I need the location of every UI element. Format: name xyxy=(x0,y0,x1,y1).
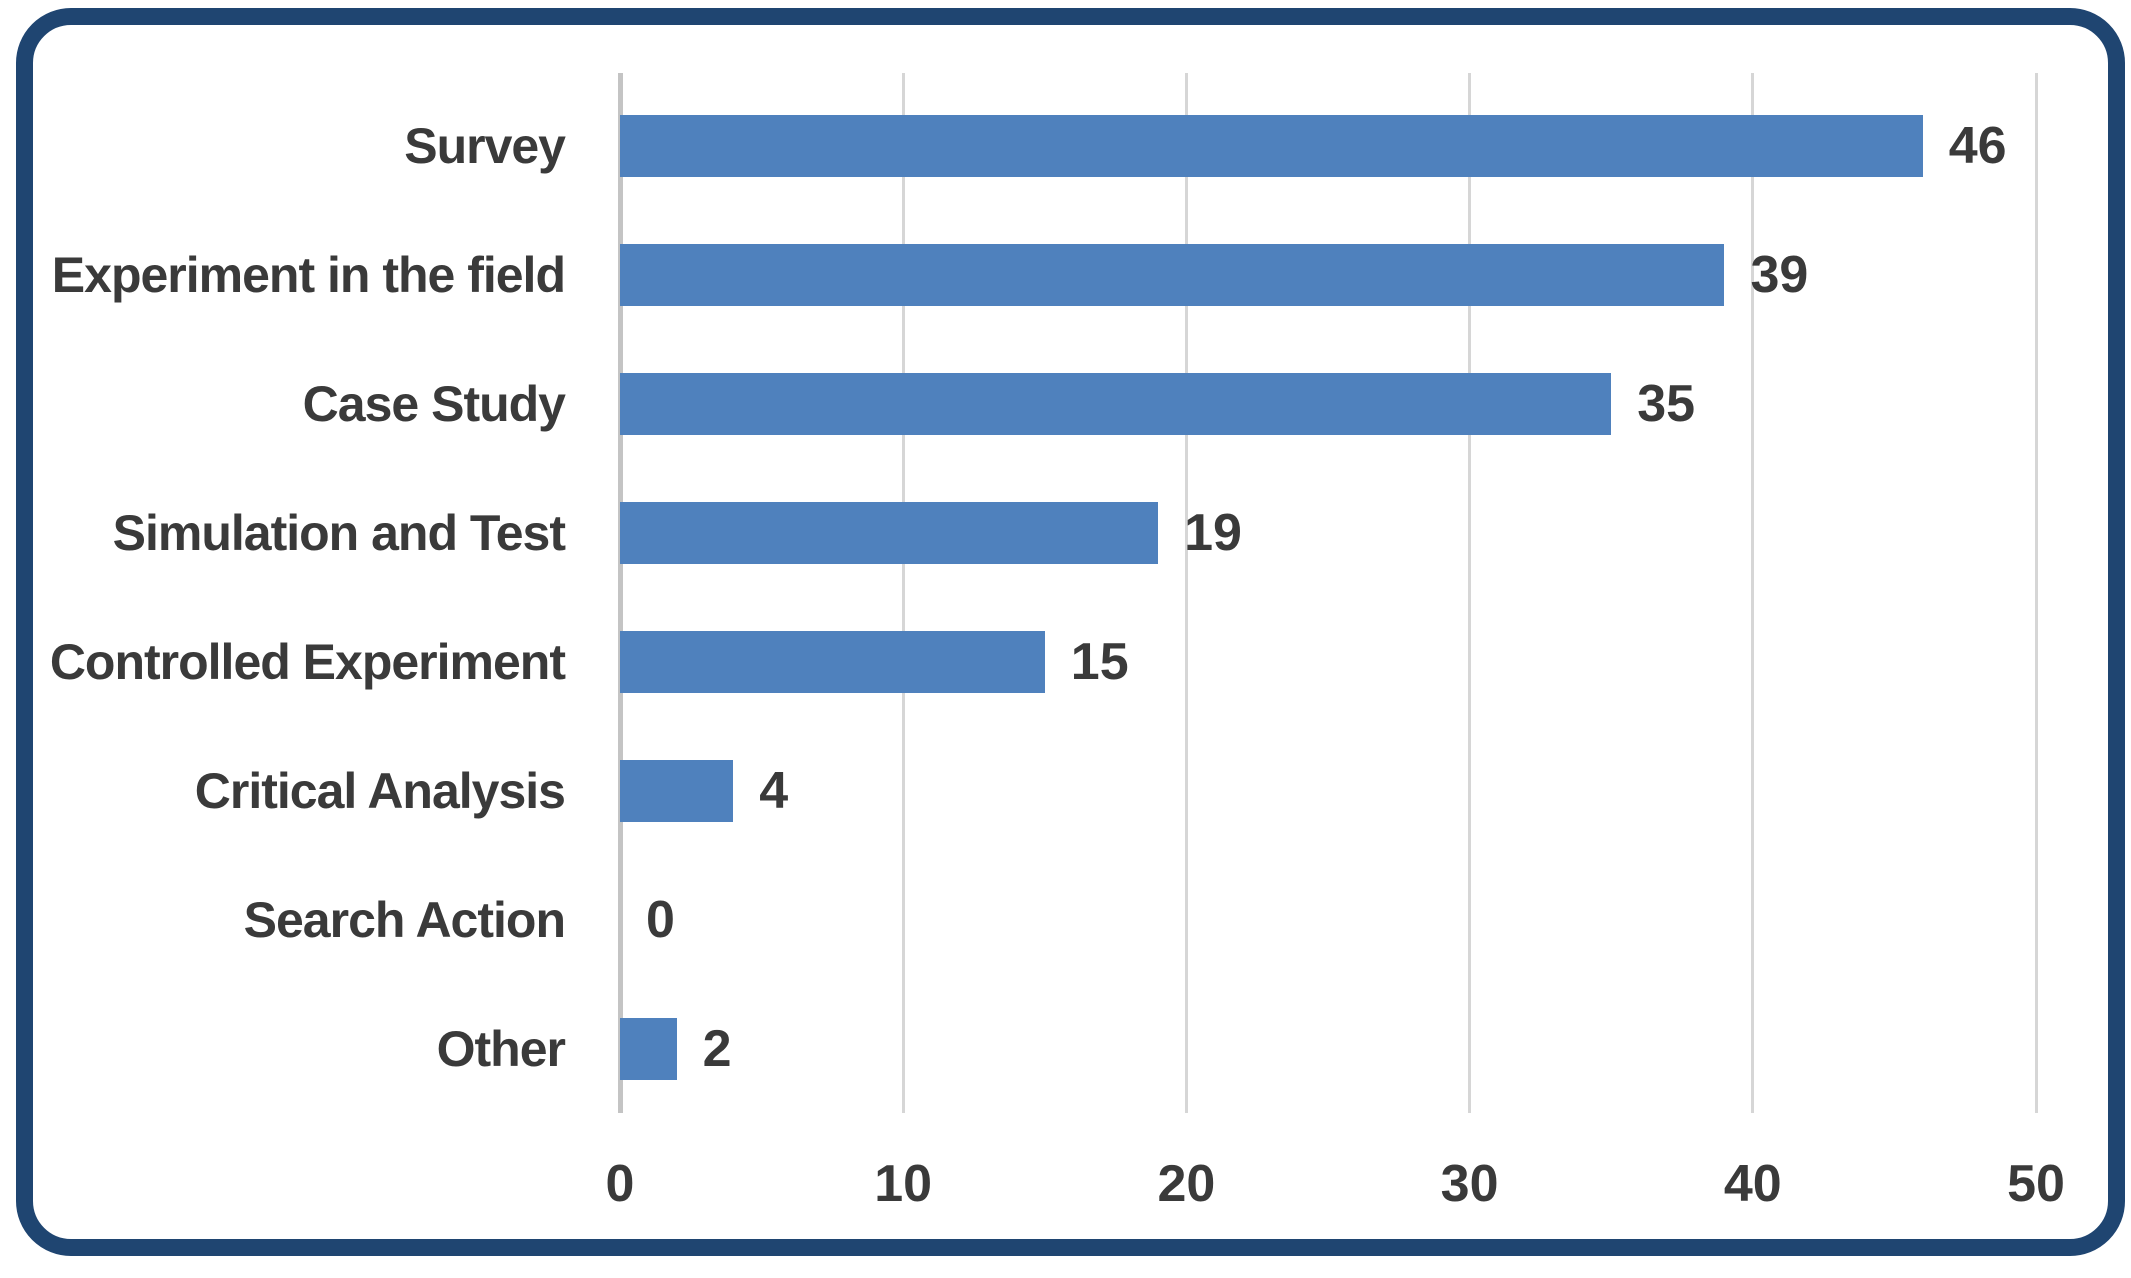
gridlines xyxy=(617,73,2038,1113)
x-tick-label: 20 xyxy=(1157,1155,1216,1213)
category-label: Case Study xyxy=(302,375,566,432)
gridline xyxy=(1184,73,1188,1113)
bar-row: 15 xyxy=(620,597,2036,726)
bar-value-label: 15 xyxy=(1070,632,1129,691)
bar-value-label: 35 xyxy=(1637,374,1696,433)
bar-row: 4 xyxy=(620,726,2036,855)
bar-row: 35 xyxy=(620,339,2036,468)
bar-row: 0 xyxy=(620,855,2036,984)
chart-frame: Survey Experiment in the field Case Study S… xyxy=(16,8,2125,1256)
plot-column: 46 39 35 19 15 4 0 2 0 10 20 30 40 50 xyxy=(606,73,2108,1233)
bar xyxy=(620,759,734,822)
bar-value-label: 2 xyxy=(702,1019,732,1078)
bar-value-label: 39 xyxy=(1750,245,1809,304)
bar-value-label: 19 xyxy=(1184,503,1242,562)
plot-area: 46 39 35 19 15 4 0 2 xyxy=(617,73,2038,1113)
bar xyxy=(620,501,1159,564)
bar xyxy=(620,372,1612,435)
bar-row: 46 xyxy=(620,81,2036,210)
category-labels: Survey Experiment in the field Case Study S… xyxy=(33,81,620,1113)
bar xyxy=(620,1017,677,1080)
category-label: Search Action xyxy=(243,891,566,948)
x-tick-label: 0 xyxy=(605,1155,635,1213)
bars-container: 46 39 35 19 15 4 0 2 xyxy=(620,81,2036,1113)
bar-value-label: 46 xyxy=(1948,116,2007,175)
bar xyxy=(620,243,1725,306)
category-label: Controlled Experiment xyxy=(49,633,566,690)
bar-value-label: 4 xyxy=(759,761,789,820)
bar-row: 19 xyxy=(620,468,2036,597)
category-label: Simulation and Test xyxy=(112,504,566,561)
gridline xyxy=(1751,73,1755,1113)
gridline xyxy=(901,73,905,1113)
bar xyxy=(620,114,1923,177)
category-label: Critical Analysis xyxy=(194,762,566,819)
x-axis: 0 10 20 30 40 50 xyxy=(606,1113,2065,1233)
bar-row: 2 xyxy=(620,984,2036,1113)
x-tick-label: 10 xyxy=(874,1155,933,1213)
category-label: Survey xyxy=(404,117,566,174)
gridline xyxy=(2034,73,2038,1113)
bar-row: 39 xyxy=(620,210,2036,339)
x-tick-label: 30 xyxy=(1440,1155,1499,1213)
bar-chart: Survey Experiment in the field Case Study S… xyxy=(33,73,2108,1233)
category-label: Other xyxy=(436,1020,566,1077)
bar xyxy=(620,630,1045,693)
gridline xyxy=(1468,73,1472,1113)
x-tick-label: 40 xyxy=(1723,1155,1782,1213)
category-axis-line xyxy=(617,73,623,1113)
category-label: Experiment in the field xyxy=(51,246,566,303)
x-tick-label: 50 xyxy=(2007,1155,2065,1213)
bar-value-label: 0 xyxy=(646,890,675,949)
